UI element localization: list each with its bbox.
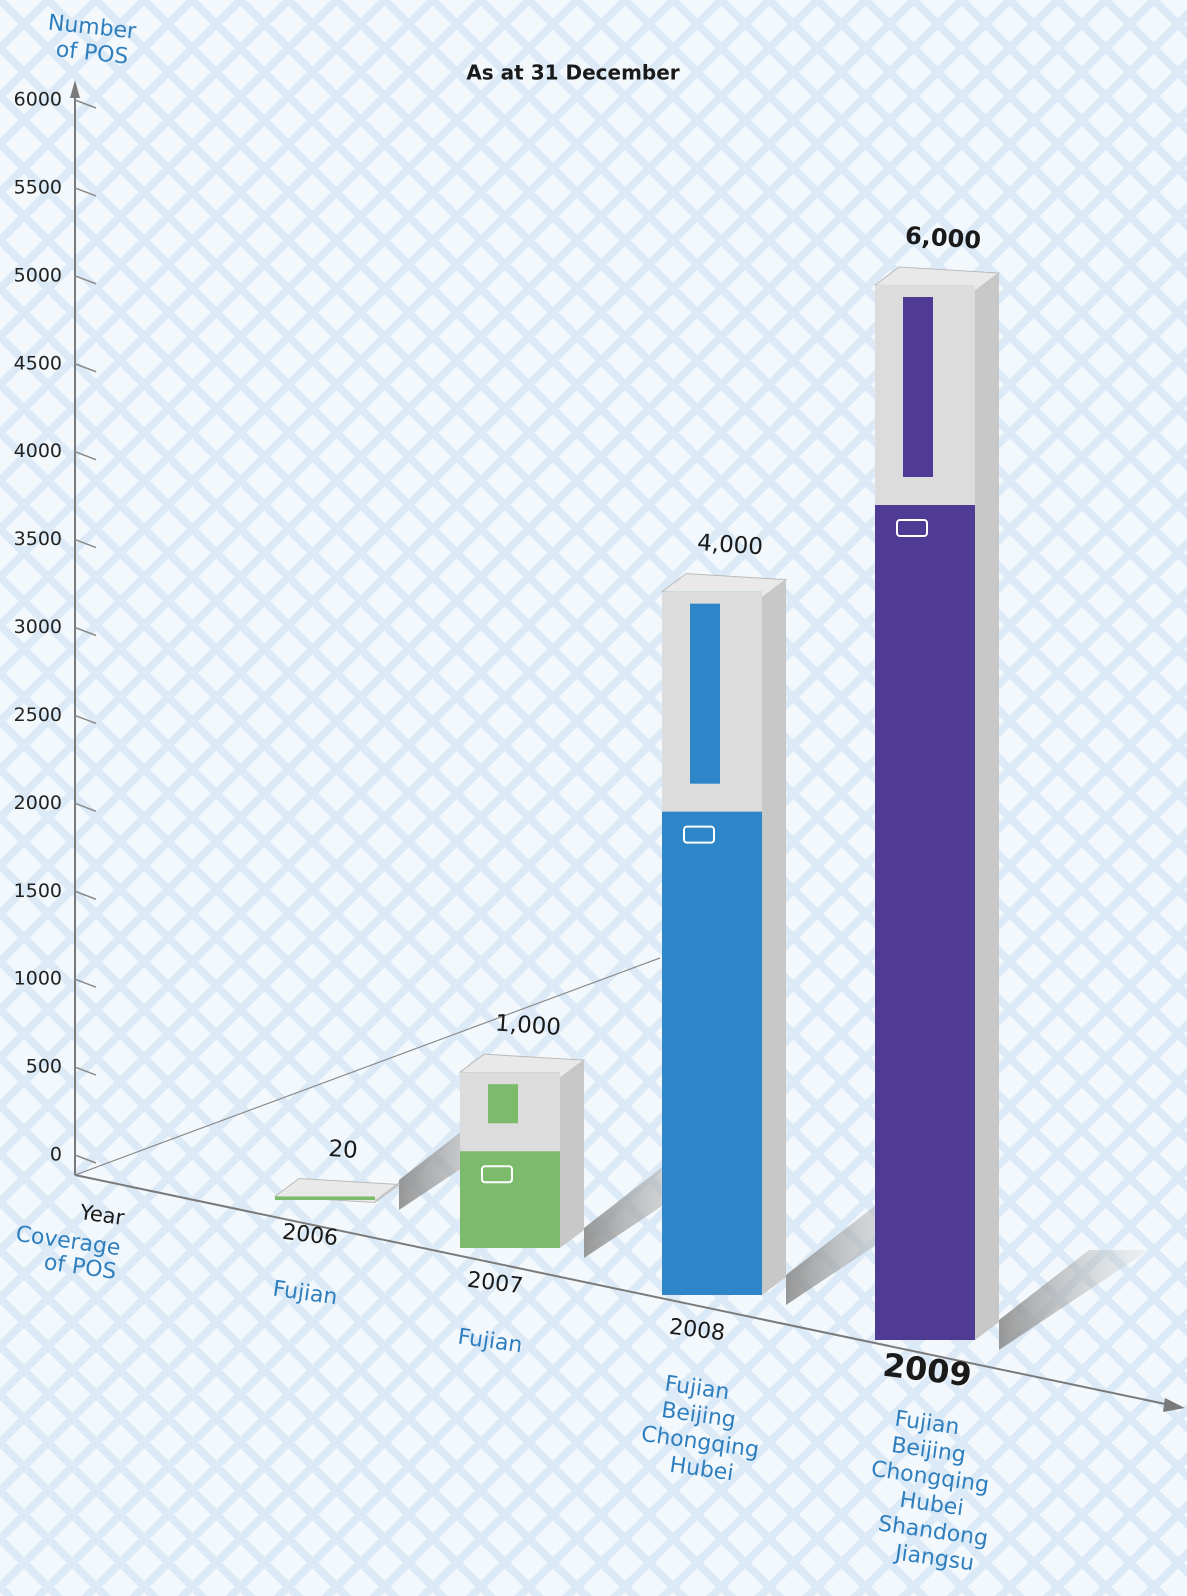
- y-tick: [74, 978, 97, 988]
- value-label: 1,000: [494, 1010, 562, 1041]
- bar-card: [896, 519, 928, 537]
- y-tick: [74, 538, 97, 549]
- y-tick-label: 500: [26, 1056, 62, 1078]
- y-tick-label: 4000: [14, 440, 62, 462]
- y-tick-label: 2500: [14, 704, 62, 726]
- chart-title: As at 31 December: [466, 61, 679, 85]
- value-label: 6,000: [904, 221, 982, 254]
- y-tick: [74, 802, 97, 813]
- x-axis: [74, 1174, 1171, 1406]
- y-tick-label: 1000: [14, 968, 62, 990]
- bar-side: [560, 1060, 584, 1248]
- y-tick: [74, 275, 97, 285]
- y-tick: [74, 714, 97, 725]
- y-tick-label: 6000: [14, 89, 62, 111]
- bar-card: [683, 825, 715, 844]
- y-tick: [74, 363, 97, 373]
- y-tick-label: 2000: [14, 792, 62, 814]
- y-tick: [74, 626, 97, 637]
- y-tick-label: 3000: [14, 616, 62, 638]
- y-tick: [74, 1154, 97, 1164]
- y-tick: [74, 890, 97, 900]
- y-tick-label: 0: [50, 1144, 62, 1166]
- bar-side: [762, 579, 786, 1295]
- bar-side: [975, 273, 999, 1340]
- y-tick-label: 5500: [14, 176, 62, 198]
- bar: [275, 1196, 375, 1200]
- y-tick: [74, 187, 97, 197]
- bar-slot: [488, 1084, 518, 1124]
- y-tick: [74, 450, 97, 461]
- y-tick-label: 3500: [14, 528, 62, 550]
- y-tick-label: 4500: [14, 352, 62, 374]
- bar-slot: [903, 297, 933, 477]
- value-label: 4,000: [696, 530, 764, 561]
- y-axis-arrow: [70, 80, 80, 98]
- bar-side: [375, 1182, 399, 1203]
- y-tick-label: 1500: [14, 880, 62, 902]
- x-axis-arrow: [1163, 1398, 1185, 1412]
- y-tick: [74, 1066, 97, 1076]
- bar-card: [481, 1165, 513, 1184]
- bar-slot: [690, 603, 720, 784]
- bar-shadow: [999, 1250, 1149, 1350]
- y-tick: [74, 99, 97, 109]
- floor-line: [74, 957, 661, 1176]
- value-label: 20: [328, 1136, 359, 1164]
- y-tick-label: 5000: [14, 264, 62, 286]
